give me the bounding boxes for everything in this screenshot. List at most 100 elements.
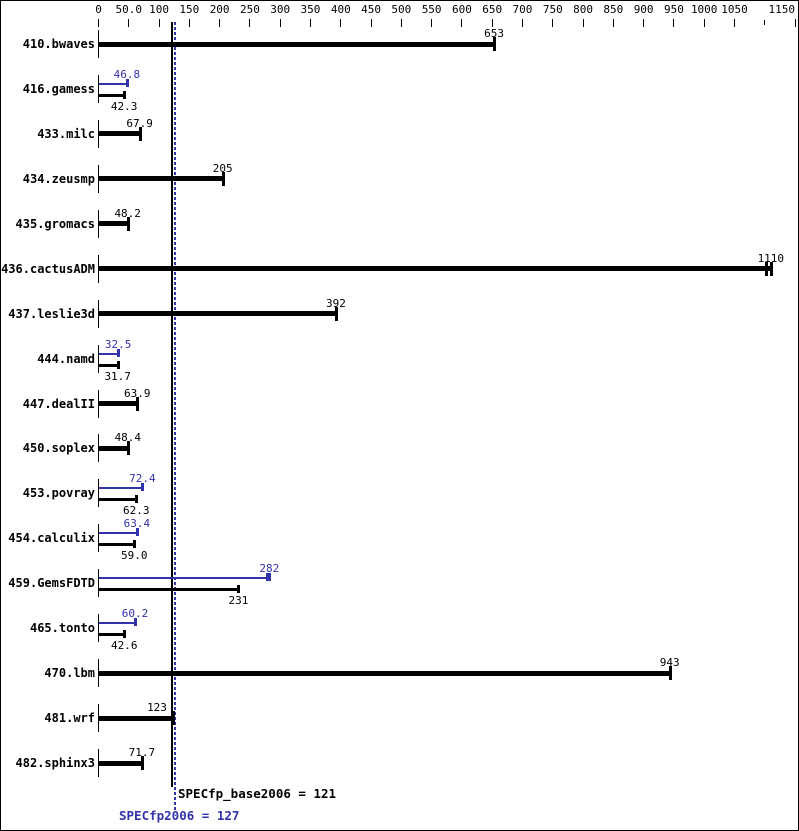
axis-tick-label: 1150 bbox=[768, 3, 796, 16]
base-value-label: 62.3 bbox=[122, 504, 150, 518]
base-value-label: 943 bbox=[659, 656, 680, 670]
base-bar bbox=[98, 266, 771, 272]
axis-tick-label: 650 bbox=[482, 3, 503, 16]
base-bar-end-tick bbox=[126, 441, 130, 456]
row-axis-bracket bbox=[98, 614, 99, 643]
benchmark-name: 450.soplex bbox=[22, 441, 95, 456]
peak-value-label: 32.5 bbox=[104, 337, 132, 351]
base-value-label: 71.7 bbox=[128, 746, 156, 760]
base-value-label: 48.4 bbox=[114, 431, 142, 445]
base-bar-end-tick bbox=[668, 666, 672, 681]
row-axis-bracket bbox=[98, 74, 99, 103]
row-axis-bracket bbox=[98, 479, 99, 508]
base-bar bbox=[98, 498, 137, 502]
benchmark-name: 434.zeusmp bbox=[22, 171, 95, 186]
axis-tick-label: 750 bbox=[542, 3, 563, 16]
axis-tick-label: 250 bbox=[239, 3, 260, 16]
base-bar-end-tick bbox=[123, 630, 127, 639]
base-value-label: 1110 bbox=[757, 251, 785, 265]
base-bar bbox=[98, 715, 173, 721]
axis-tick-label: 150 bbox=[179, 3, 200, 16]
axis-tick bbox=[491, 19, 493, 27]
base-bar bbox=[98, 131, 140, 137]
reference-line-label-peak: SPECfp2006 = 127 bbox=[119, 808, 240, 823]
axis-tick-label: 900 bbox=[633, 3, 654, 16]
axis-tick bbox=[703, 19, 705, 27]
axis-tick-label: 350 bbox=[300, 3, 321, 16]
axis-tick-label: 850 bbox=[603, 3, 624, 16]
base-bar bbox=[98, 221, 128, 227]
base-bar bbox=[98, 633, 125, 637]
base-value-label: 48.2 bbox=[114, 206, 141, 220]
axis-tick bbox=[673, 19, 675, 27]
peak-bar bbox=[98, 532, 137, 535]
peak-bar bbox=[98, 487, 143, 490]
benchmark-name: 453.povray bbox=[22, 486, 95, 501]
peak-bar-end-tick bbox=[141, 483, 145, 492]
axis-tick bbox=[552, 19, 554, 27]
base-value-label: 231 bbox=[228, 594, 249, 608]
benchmark-name: 470.lbm bbox=[44, 666, 95, 681]
base-bar-end-tick bbox=[221, 171, 225, 186]
axis-tick bbox=[461, 19, 463, 27]
run-result-tick bbox=[266, 573, 270, 582]
base-bar-end-tick bbox=[493, 37, 497, 51]
base-value-label: 42.3 bbox=[110, 99, 138, 113]
benchmark-name: 444.namd bbox=[37, 351, 95, 366]
axis-tick bbox=[128, 19, 130, 27]
peak-bar bbox=[98, 622, 135, 625]
base-bar bbox=[98, 401, 138, 407]
base-value-label: 392 bbox=[325, 296, 346, 310]
benchmark-name: 435.gromacs bbox=[15, 216, 95, 231]
axis-tick bbox=[612, 19, 614, 27]
reference-line-peak bbox=[174, 22, 177, 811]
axis-tick-label: 1000 bbox=[690, 3, 718, 16]
axis-tick-label: 200 bbox=[209, 3, 230, 16]
benchmark-name: 482.sphinx3 bbox=[15, 756, 95, 771]
axis-tick bbox=[98, 19, 99, 27]
peak-bar bbox=[98, 82, 127, 85]
base-bar-end-tick bbox=[123, 90, 127, 99]
benchmark-name: 454.calculix bbox=[8, 531, 95, 546]
peak-bar bbox=[98, 352, 119, 355]
peak-bar-end-tick bbox=[268, 573, 272, 582]
base-bar-end-tick bbox=[136, 396, 140, 411]
peak-bar-end-tick bbox=[133, 618, 137, 627]
axis-tick bbox=[279, 19, 281, 27]
reference-line-label-base: SPECfp_base2006 = 121 bbox=[178, 786, 337, 801]
axis-tick bbox=[794, 19, 796, 27]
benchmark-name: 447.dealII bbox=[22, 396, 95, 411]
axis-tick-label: 0 bbox=[95, 3, 102, 16]
base-value-label: 205 bbox=[212, 161, 233, 175]
peak-value-label: 282 bbox=[259, 562, 280, 576]
row-axis-bracket bbox=[98, 524, 99, 553]
axis-tick-label: 700 bbox=[512, 3, 533, 16]
peak-value-label: 60.2 bbox=[121, 607, 149, 621]
base-value-label: 42.6 bbox=[111, 639, 138, 653]
peak-value-label: 72.4 bbox=[129, 472, 156, 486]
base-bar bbox=[98, 93, 125, 97]
base-value-label: 67.9 bbox=[126, 116, 153, 130]
axis-tick-label: 600 bbox=[451, 3, 472, 16]
axis-tick bbox=[309, 19, 311, 27]
reference-line-base bbox=[170, 22, 173, 787]
peak-value-label: 63.4 bbox=[123, 517, 151, 531]
benchmark-name: 410.bwaves bbox=[22, 37, 95, 51]
benchmark-name: 465.tonto bbox=[29, 621, 95, 636]
base-bar bbox=[98, 588, 239, 592]
base-bar bbox=[98, 311, 336, 317]
base-bar bbox=[98, 445, 128, 451]
base-bar bbox=[98, 760, 142, 766]
axis-tick bbox=[643, 19, 645, 27]
base-bar-end-tick bbox=[133, 540, 137, 549]
benchmark-name: 481.wrf bbox=[44, 711, 95, 726]
base-bar bbox=[98, 363, 118, 367]
axis-tick bbox=[188, 19, 190, 27]
axis-tick bbox=[582, 19, 584, 27]
axis-tick-label: 100 bbox=[149, 3, 169, 16]
base-value-label: 653 bbox=[484, 27, 504, 40]
peak-bar-end-tick bbox=[135, 528, 139, 537]
base-bar bbox=[98, 41, 495, 47]
axis-tick-label: 300 bbox=[270, 3, 291, 16]
